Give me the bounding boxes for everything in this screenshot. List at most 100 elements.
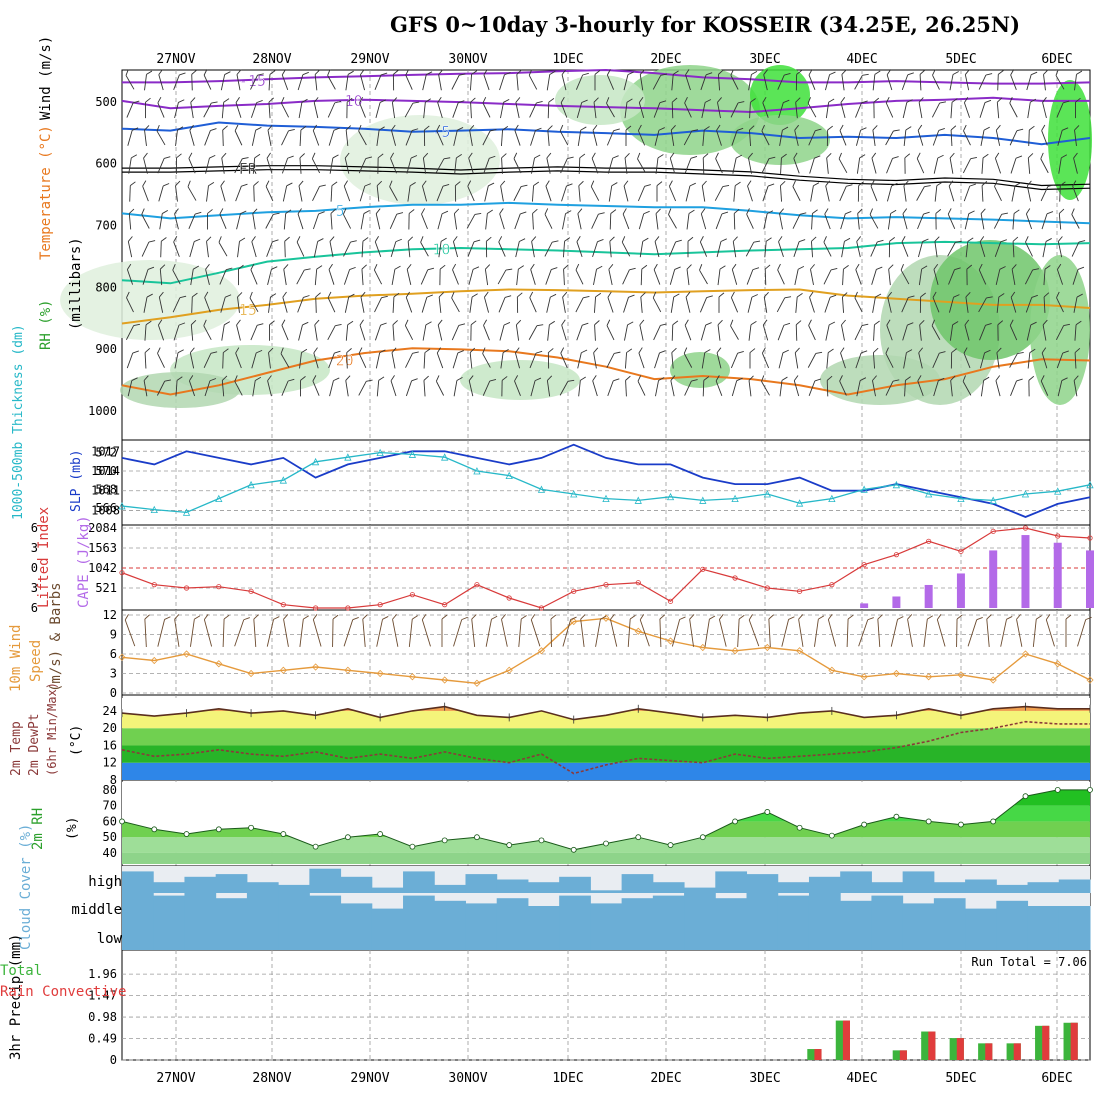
- rh-tick-label: 60: [103, 814, 117, 828]
- wind-barb: [886, 69, 893, 91]
- wind-barb: [237, 237, 246, 258]
- wind-barb: [470, 320, 477, 341]
- wind-barb: [640, 292, 646, 313]
- wind-barb: [854, 323, 869, 341]
- wind-barb: [374, 72, 388, 90]
- wind-barb: [794, 265, 805, 286]
- wind-barb: [730, 351, 744, 369]
- wind-barb: [577, 126, 587, 146]
- wind-barb: [965, 237, 974, 258]
- wind-barb: [1009, 128, 1024, 146]
- wind-barb: [996, 293, 1005, 313]
- temperature-band: [122, 745, 1090, 763]
- wind-barb: [126, 263, 134, 285]
- wind-barb: [343, 180, 351, 202]
- wind-barb: [500, 126, 509, 147]
- wind-barb: [653, 323, 667, 341]
- wind-barb: [856, 154, 866, 174]
- panel-frame-10m-wind: [121, 609, 1091, 696]
- lifted-index-point: [796, 588, 803, 594]
- lifted-index-point: [635, 580, 641, 586]
- wind-barb: [761, 375, 770, 396]
- slp-tick-label: 1014: [91, 464, 120, 478]
- thickness-tick-label: 570: [95, 464, 117, 478]
- wind-barb: [361, 264, 367, 286]
- wind-barb: [374, 236, 382, 257]
- temperature-label: Temperature (°C): [38, 125, 54, 260]
- date-label-top: 3DEC: [749, 52, 780, 67]
- wind-barb: [436, 183, 450, 202]
- wind-barb: [841, 237, 851, 258]
- wind-barb: [841, 292, 848, 313]
- wind-barb: [606, 128, 620, 146]
- rh-point: [603, 840, 609, 847]
- wind-barb: [268, 97, 274, 119]
- precip-convective-bar: [1042, 1025, 1050, 1060]
- wind-barb: [684, 379, 698, 396]
- surface-wind-barb: [580, 614, 586, 647]
- wind-barb: [933, 377, 945, 397]
- wind-barb: [994, 239, 1007, 257]
- rh-point: [635, 834, 642, 841]
- cloud-bar-low: [746, 919, 779, 950]
- wind-barb: [730, 101, 745, 118]
- wind-barb: [1028, 125, 1035, 147]
- rh-point: [570, 846, 577, 853]
- wind-barb: [995, 124, 1001, 146]
- wind-barb: [405, 351, 419, 368]
- wind-barb: [637, 375, 646, 396]
- contour-line: [121, 121, 1091, 146]
- contour-label: -15: [239, 72, 266, 90]
- wind-barb: [963, 347, 971, 369]
- wind-barb: [142, 266, 155, 285]
- wind-barb: [1071, 208, 1080, 229]
- wind-barb: [515, 238, 526, 258]
- wind-barb: [268, 70, 276, 91]
- wind-barb: [265, 212, 280, 229]
- wind-barb: [916, 152, 925, 174]
- wind-barb: [904, 153, 911, 174]
- cloud-bar-middle: [278, 893, 310, 919]
- wind-barb: [979, 323, 992, 341]
- wind-barb: [375, 99, 387, 119]
- wind-barb: [547, 125, 553, 147]
- wind-barb: [807, 97, 817, 118]
- wind-barb: [717, 265, 726, 286]
- wind-barb: [237, 292, 243, 313]
- wind-speed-point: [1086, 676, 1094, 684]
- wind-barb: [702, 376, 710, 397]
- rh-point: [474, 834, 480, 841]
- wind-barb: [545, 180, 552, 202]
- wind-barb: [485, 209, 493, 230]
- wind-barb: [1043, 292, 1050, 313]
- wind-barb: [607, 155, 619, 174]
- date-label-bottom: 29NOV: [350, 1071, 389, 1086]
- wind-barb: [625, 375, 631, 397]
- precip-convective-bar: [1070, 1022, 1078, 1060]
- surface-wind-barb: [299, 615, 309, 647]
- cloud-bar-high: [122, 871, 154, 893]
- wind-barb: [575, 263, 584, 285]
- wind-barb: [594, 320, 600, 341]
- wind-barb: [390, 152, 397, 174]
- wind-barb: [900, 264, 910, 285]
- thickness-point: [215, 494, 223, 502]
- wind-barb: [749, 348, 756, 369]
- thickness-tick-label: 566: [95, 501, 117, 515]
- wind-barb: [438, 237, 447, 258]
- wind-barb: [686, 264, 692, 286]
- wind-barb: [391, 265, 401, 286]
- wind-barb: [358, 379, 373, 396]
- wind-barb: [917, 238, 929, 258]
- wind-barb: [888, 264, 894, 286]
- wind-barb: [268, 293, 277, 313]
- wind-barb: [606, 351, 621, 368]
- wind-speed-point: [247, 669, 255, 678]
- rh-panel-label: 2m RH: [30, 808, 46, 850]
- rh-shading: [1030, 255, 1090, 405]
- cape-bar: [1053, 542, 1062, 608]
- wind-barb: [947, 208, 956, 229]
- wind-barb: [578, 376, 586, 397]
- wind-barb: [498, 295, 512, 313]
